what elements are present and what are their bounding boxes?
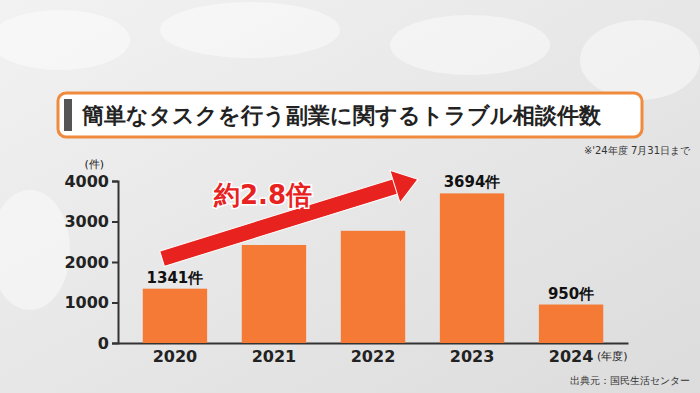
y-axis-title: (件) <box>84 158 104 171</box>
background-shape <box>160 2 340 58</box>
title-accent <box>64 99 72 131</box>
data-label: 950件 <box>548 285 594 303</box>
data-label: 3694件 <box>444 173 501 191</box>
background-shape <box>0 190 70 310</box>
arrow-shaft <box>160 178 400 266</box>
y-tick-mark <box>112 343 118 345</box>
x-tick-label: 2021 <box>252 347 297 366</box>
x-tick: 2024 <box>549 343 594 366</box>
y-tick: 2000 <box>64 253 118 272</box>
bar <box>242 245 306 343</box>
y-tick-label: 3000 <box>64 212 109 231</box>
x-tick: 2021 <box>252 343 297 366</box>
bar <box>539 305 603 343</box>
y-axis-line <box>112 182 119 344</box>
y-tick-label: 1000 <box>64 293 109 312</box>
y-tick: 0 <box>98 334 118 353</box>
y-tick-label: 0 <box>98 334 109 353</box>
x-tick: 2022 <box>351 343 396 366</box>
y-tick: 3000 <box>64 212 118 231</box>
x-tick: 2020 <box>153 343 198 366</box>
background-shape <box>390 15 550 75</box>
background-shape <box>580 20 700 100</box>
x-axis: 2020 2021 2022 2023 2024 <box>119 343 629 366</box>
arrow <box>157 163 423 275</box>
bar <box>440 193 504 343</box>
y-tick-mark <box>112 262 118 264</box>
chart: 簡単なタスクを行う副業に関するトラブル相談件数 ※'24年度 7月31日まで 0 10… <box>0 0 700 393</box>
y-tick-mark <box>112 221 118 223</box>
y-tick: 4000 <box>64 172 118 191</box>
title: 簡単なタスクを行う副業に関するトラブル相談件数 <box>81 103 602 128</box>
note: ※'24年度 7月31日まで <box>584 145 691 156</box>
bar <box>341 231 405 343</box>
arrow-head <box>390 163 423 203</box>
y-tick-label: 4000 <box>64 172 109 191</box>
background-shape <box>0 10 130 70</box>
x-tick-label: 2024 <box>549 347 594 366</box>
y-tick-mark <box>112 302 118 304</box>
bar <box>143 289 207 343</box>
title-frame <box>58 93 642 137</box>
title-box: 簡単なタスクを行う副業に関するトラブル相談件数 <box>58 93 642 137</box>
y-tick-mark <box>112 181 118 183</box>
x-tick: 2023 <box>450 343 495 366</box>
y-tick: 1000 <box>64 293 118 312</box>
annotation: 約2.8倍 <box>213 180 312 210</box>
x-tick-label: 2022 <box>351 347 396 366</box>
source: 出典元：国民生活センター <box>570 375 690 386</box>
y-tick-label: 2000 <box>64 253 109 272</box>
x-tick-label: 2023 <box>450 347 495 366</box>
y-axis: 0 1000 2000 3000 4000 <box>64 172 118 353</box>
x-tick-label: 2020 <box>153 347 198 366</box>
data-label: 1341件 <box>147 269 204 287</box>
x-axis-title: (年度) <box>597 350 628 363</box>
bars <box>143 193 603 343</box>
